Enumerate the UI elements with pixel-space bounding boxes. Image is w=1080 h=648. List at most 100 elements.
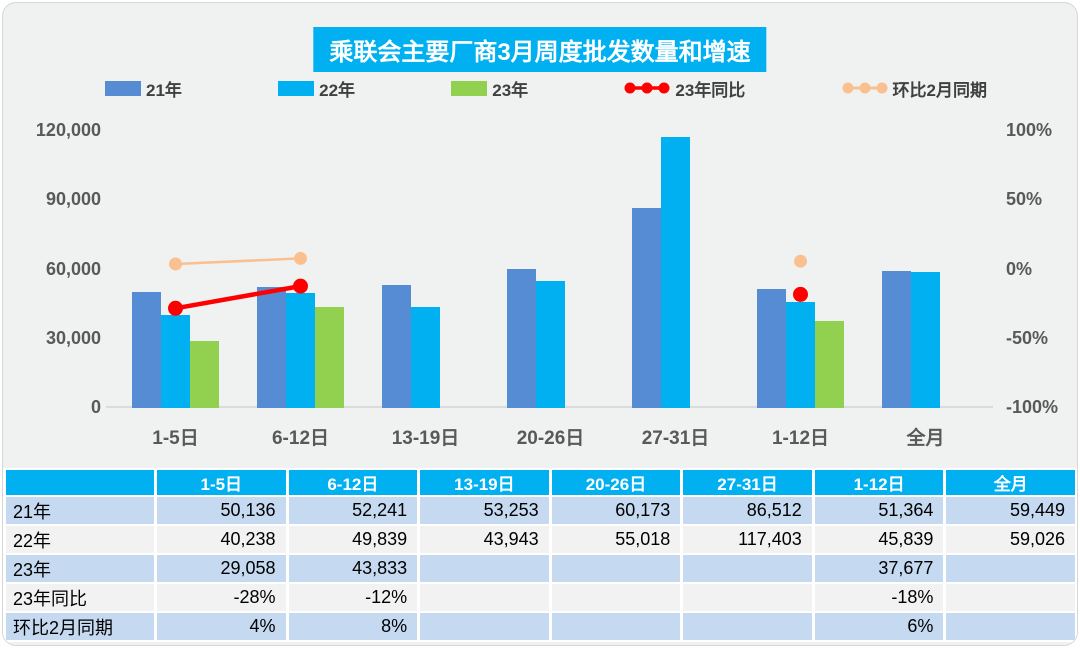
table-header-cell: 20-26日 [551, 470, 681, 495]
bar-22年-1-12日 [786, 302, 815, 408]
bar-22年-6-12日 [286, 292, 315, 408]
table-cell: 117,403 [683, 526, 812, 553]
table-cell: -18% [814, 584, 944, 611]
table-cell: 49,839 [288, 526, 418, 553]
table-cell: -12% [288, 584, 418, 611]
table-row-label: 21年 [6, 497, 154, 524]
left-axis-tick: 90,000 [45, 189, 101, 210]
x-axis-label-1-5日: 1-5日 [152, 428, 199, 449]
line-series-overlay [168, 251, 808, 316]
legend-line-swatch-icon [842, 82, 887, 94]
left-axis-tick: 120,000 [35, 120, 101, 140]
chart-title-banner: 乘联会主要厂商3月周度批发数量和增速 [313, 27, 767, 72]
line-segment-23年同比 [175, 283, 301, 311]
legend-bar-swatch-icon [278, 80, 315, 96]
bar-22年-13-19日 [411, 306, 440, 408]
bar-23年-1-12日 [815, 321, 844, 408]
data-point-23年同比-1-12日 [793, 286, 808, 302]
x-axis-label-全月: 全月 [906, 428, 945, 449]
legend-item-21年: 21年 [105, 76, 182, 101]
table-cell: 45,839 [814, 526, 944, 553]
table-header-cell: 6-12日 [288, 470, 418, 495]
right-axis-tick: 0% [1006, 258, 1033, 279]
table-header-cell: 1-12日 [814, 470, 944, 495]
table-cell: 8% [288, 613, 418, 640]
right-axis-tick: -100% [1006, 397, 1059, 417]
data-point-23年同比-6-12日 [293, 278, 308, 294]
left-axis-tick: 0 [90, 397, 101, 417]
bar-21年-全月 [882, 270, 911, 408]
data-point-环比2月同期-1-12日 [794, 254, 807, 268]
bar-21年-27-31日 [632, 208, 661, 408]
data-point-环比2月同期-1-5日 [169, 257, 182, 271]
x-axis-label-1-12日: 1-12日 [771, 428, 830, 449]
table-cell: 43,943 [420, 526, 549, 553]
legend-bar-swatch-icon [105, 80, 141, 96]
table-row-label: 23年 [6, 555, 154, 582]
legend-item-23年: 23年 [451, 76, 528, 101]
table-cell: 52,241 [288, 497, 418, 524]
legend-label: 22年 [319, 80, 356, 100]
bar-22年-20-26日 [536, 281, 565, 408]
legend-line-swatch-icon [624, 82, 670, 94]
table-cell: 6% [814, 613, 944, 640]
right-axis-tick: 100% [1006, 120, 1053, 140]
table-header-cell: 1-5日 [157, 470, 286, 495]
table-row-21年: 21年 50,136 52,241 53,253 60,173 86,512 51,364 5… [6, 497, 1075, 524]
bar-22年-全月 [911, 271, 940, 408]
table-cell: 51,364 [814, 497, 944, 524]
table-cell: 4% [157, 613, 286, 640]
table-body: 21年 50,136 52,241 53,253 60,173 86,512 51,364 5… [6, 497, 1075, 640]
table-cell: 43,833 [288, 555, 418, 582]
table-cell: 40,238 [157, 526, 286, 553]
table-cell [946, 584, 1075, 611]
table-header-cell: 全月 [946, 470, 1075, 495]
right-axis-tick: -50% [1006, 327, 1049, 348]
legend-bar-swatch-icon [451, 80, 488, 96]
plot-area [113, 131, 988, 408]
legend-item-23年同比: 23年同比 [624, 76, 745, 101]
legend-label: 环比2月同期 [892, 80, 987, 100]
table-cell [551, 613, 681, 640]
bar-21年-1-12日 [757, 289, 786, 408]
table-cell: 86,512 [683, 497, 812, 524]
table-row-label: 环比2月同期 [6, 613, 154, 640]
x-axis-label-13-19日: 13-19日 [391, 428, 460, 449]
table-header-row: 1-5日 6-12日 13-19日 20-26日 27-31日 1-12日 全月 [6, 470, 1075, 495]
table-row-22年: 22年 40,238 49,839 43,943 55,018 117,403 45,839… [6, 526, 1075, 553]
table-cell [420, 584, 549, 611]
legend-label: 23年同比 [675, 80, 746, 100]
bar-21年-1-5日 [132, 292, 161, 408]
table-row-label: 22年 [6, 526, 154, 553]
legend-item-环比2月同期: 环比2月同期 [842, 76, 987, 101]
bar-21年-13-19日 [382, 285, 411, 408]
table-cell [420, 613, 549, 640]
legend-item-22年: 22年 [278, 76, 355, 101]
table-row-23年: 23年 29,058 43,833 37,677 [6, 555, 1075, 582]
table-cell: 53,253 [420, 497, 549, 524]
table-header-cell [6, 470, 154, 495]
table-cell: 60,173 [551, 497, 681, 524]
data-point-23年同比-1-5日 [168, 300, 183, 316]
table-row-23年同比: 23年同比 -28% -12% -18% [6, 584, 1075, 611]
bar-23年-6-12日 [315, 306, 344, 408]
table-cell [683, 584, 812, 611]
table-cell: 55,018 [551, 526, 681, 553]
table-cell: -28% [157, 584, 286, 611]
bar-22年-27-31日 [661, 137, 690, 408]
left-axis-tick: 30,000 [45, 327, 101, 348]
chart-legend: 21年 22年 23年 23年同比 环比2月同期 [105, 76, 987, 101]
right-axis-tick: 50% [1006, 189, 1043, 210]
table-cell: 59,449 [946, 497, 1075, 524]
table-cell: 37,677 [814, 555, 944, 582]
table-row-label: 23年同比 [6, 584, 154, 611]
left-axis-tick: 60,000 [45, 258, 101, 279]
bar-21年-6-12日 [257, 287, 286, 408]
bar-23年-1-5日 [190, 340, 219, 408]
table-header-cell: 13-19日 [420, 470, 549, 495]
table-header-cell: 27-31日 [683, 470, 812, 495]
table-cell [683, 555, 812, 582]
data-point-环比2月同期-6-12日 [294, 251, 307, 265]
table-cell [551, 584, 681, 611]
